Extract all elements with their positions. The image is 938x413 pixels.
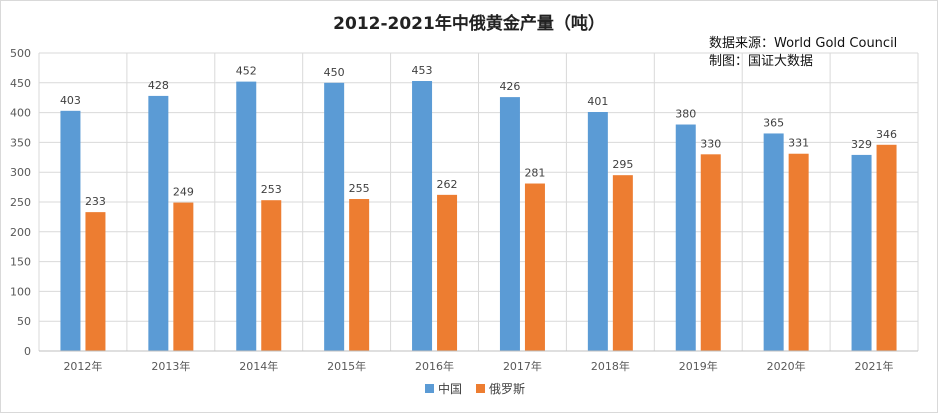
source-line: 数据来源：World Gold Council [709, 36, 898, 51]
bar-russia [437, 194, 458, 351]
bar-russia [788, 153, 809, 351]
legend-label: 俄罗斯 [489, 382, 525, 396]
x-tick-label: 2020年 [767, 359, 806, 373]
data-label: 426 [499, 80, 520, 93]
data-label: 329 [851, 138, 872, 151]
data-label: 365 [763, 116, 784, 129]
data-label: 295 [612, 158, 633, 171]
data-label: 330 [700, 137, 721, 150]
x-tick-label: 2014年 [239, 359, 278, 373]
data-label: 401 [587, 95, 608, 108]
y-tick-label: 150 [10, 256, 31, 269]
data-label: 346 [876, 128, 897, 141]
chart-title: 2012-2021年中俄黄金产量（吨） [333, 13, 605, 34]
y-tick-label: 0 [24, 345, 31, 358]
data-label: 331 [788, 137, 809, 150]
y-tick-label: 450 [10, 77, 31, 90]
data-label: 450 [324, 66, 345, 79]
data-label: 262 [437, 178, 458, 191]
bar-china [675, 124, 696, 352]
bar-china [763, 133, 784, 351]
bar-russia [173, 202, 194, 351]
data-label: 253 [261, 183, 282, 196]
x-tick-label: 2019年 [679, 359, 718, 373]
bar-china [60, 110, 81, 351]
bar-china [236, 81, 257, 351]
legend-swatch [476, 384, 485, 393]
source-note: 数据来源：World Gold Council 制图：国证大数据 [709, 35, 897, 71]
legend: 中国 俄罗斯 [425, 381, 525, 396]
data-label: 380 [675, 108, 696, 121]
bar-russia [612, 175, 633, 351]
legend-label: 中国 [438, 381, 462, 396]
legend-swatch [425, 384, 434, 393]
data-label: 428 [148, 79, 169, 92]
bar-china [851, 154, 872, 351]
x-tick-label: 2021年 [855, 359, 894, 373]
data-label: 452 [236, 65, 257, 78]
data-label: 453 [412, 64, 433, 77]
y-tick-label: 250 [10, 196, 31, 209]
bar-russia [85, 212, 106, 351]
y-tick-label: 300 [10, 166, 31, 179]
bar-china [412, 81, 433, 352]
bar-russia [524, 183, 545, 351]
x-tick-label: 2016年 [415, 359, 454, 373]
gridlines [38, 52, 919, 352]
bar-china [499, 97, 520, 351]
y-tick-label: 100 [10, 285, 31, 298]
data-label: 249 [173, 186, 194, 199]
bar-china [324, 82, 345, 352]
bar-russia [876, 144, 897, 351]
y-tick-label: 500 [10, 47, 31, 60]
y-axis-ticks: 0 50 100 150 200 250 300 350 400 450 500 [10, 47, 31, 358]
bar-russia [349, 199, 370, 351]
x-axis-ticks: 2012年 2013年 2014年 2015年 2016年 2017年 2018年 2019年… [39, 350, 918, 373]
bars: 403 233 428 249 452 253 450 255 453 262 426 281 401 2… [60, 64, 897, 352]
data-label: 233 [85, 195, 106, 208]
x-tick-label: 2015年 [327, 359, 366, 373]
data-label: 281 [524, 167, 545, 180]
x-tick-label: 2013年 [151, 359, 190, 373]
y-tick-label: 50 [17, 315, 31, 328]
bar-china [587, 112, 608, 351]
x-tick-label: 2017年 [503, 359, 542, 373]
data-label: 403 [60, 94, 81, 107]
bar-china [148, 95, 169, 351]
bar-russia [700, 154, 721, 351]
maker-line: 制图：国证大数据 [709, 54, 814, 69]
x-tick-label: 2018年 [591, 359, 630, 373]
y-tick-label: 350 [10, 136, 31, 149]
x-tick-label: 2012年 [63, 359, 102, 373]
data-label: 255 [349, 182, 370, 195]
y-tick-label: 200 [10, 226, 31, 239]
bar-russia [261, 200, 282, 351]
y-tick-label: 400 [10, 107, 31, 120]
